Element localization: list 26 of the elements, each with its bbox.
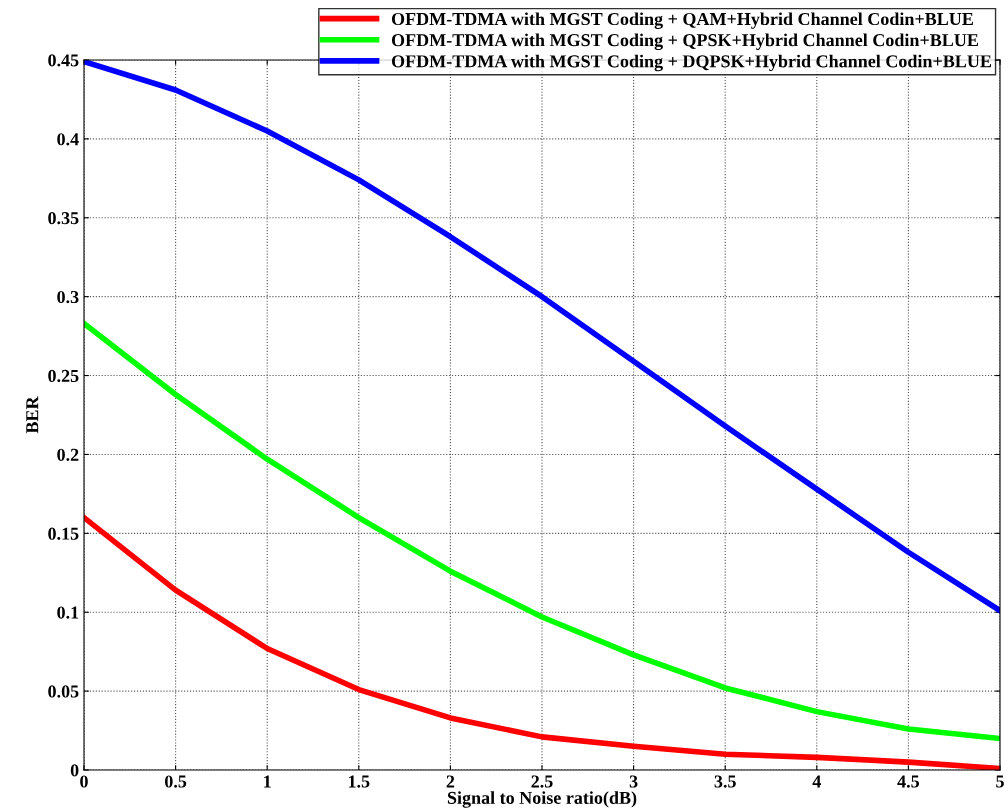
legend-label: OFDM-TDMA with MGST Coding + QPSK+Hybrid Channel Codin+BLUE <box>391 33 978 51</box>
x-tick-label: 2.5 <box>531 775 553 788</box>
x-tick-label: 2 <box>446 775 455 788</box>
x-tick-label: 3.5 <box>714 775 736 788</box>
y-tick-label: 0.1 <box>57 606 79 619</box>
y-tick-label: 0.25 <box>48 369 79 383</box>
y-tick-label: 0.45 <box>48 54 79 67</box>
y-tick-label: 0.2 <box>57 448 79 461</box>
x-axis-title: Signal to Noise ratio(dB) <box>447 791 637 808</box>
x-tick-label: 1 <box>264 775 271 788</box>
x-tick-label: 0 <box>80 775 88 788</box>
x-tick-label: 0.5 <box>165 775 187 788</box>
y-tick-label: 0 <box>70 764 79 777</box>
y-tick-label: 0.35 <box>48 212 79 225</box>
legend-label: OFDM-TDMA with MGST Coding + DQPSK+Hybrid Channel Codin+BLUE <box>391 54 992 72</box>
x-tick-label: 1.5 <box>348 775 370 788</box>
x-tick-label: 5 <box>996 775 1004 788</box>
x-tick-label: 4 <box>812 775 821 788</box>
y-tick-label: 0.15 <box>48 527 79 540</box>
legend-label: OFDM-TDMA with MGST Coding + QAM+Hybrid Channel Codin+BLUE <box>391 12 973 29</box>
x-tick-label: 4.5 <box>897 775 920 788</box>
y-tick-label: 0.3 <box>57 290 79 304</box>
y-axis-title: BER <box>26 396 39 434</box>
x-tick-label: 3 <box>629 775 638 788</box>
y-tick-label: 0.4 <box>57 133 79 146</box>
y-tick-label: 0.05 <box>48 685 79 698</box>
